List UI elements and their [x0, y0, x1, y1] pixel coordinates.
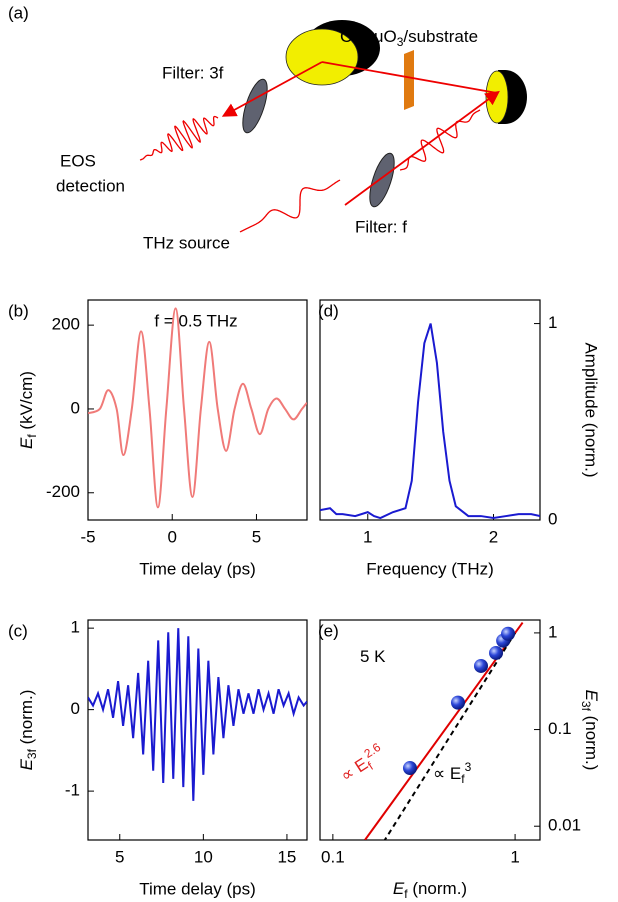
x-tick-label: 0: [167, 527, 176, 546]
y-axis-label-rest: (norm.): [17, 690, 36, 750]
sample: [404, 50, 414, 110]
panel-label: (c): [8, 621, 28, 640]
data-point: [489, 645, 504, 660]
data-line: [383, 632, 516, 840]
x-tick-label: 10: [194, 847, 213, 866]
y-axis-label-rest: (norm.): [582, 711, 601, 771]
annotation: 5 K: [360, 647, 386, 666]
annotation-sup: 3: [465, 760, 472, 774]
filter-label: Filter: 3f: [162, 63, 224, 82]
x-axis-label-rest: (norm.): [408, 879, 468, 898]
pulse: [399, 109, 481, 171]
y-tick-label: -200: [46, 482, 80, 501]
x-axis-label-text: E: [393, 879, 405, 898]
annotation-text: 5 K: [360, 647, 386, 666]
plot-frame: [87, 299, 308, 521]
panel-label: (e): [318, 621, 339, 640]
source-label: THz source: [143, 233, 230, 252]
mirror: [485, 70, 509, 124]
data-line: [88, 307, 307, 509]
filter-label: Filter: f: [355, 217, 407, 236]
panel-label: (b): [8, 301, 29, 320]
y-tick-label: 1: [548, 622, 557, 641]
x-tick-label: 1: [363, 527, 372, 546]
beam: [344, 90, 500, 206]
x-tick-label: -5: [80, 527, 95, 546]
x-axis-label: Ef (norm.): [393, 879, 467, 901]
schematic: (a) Filter: 3f CaRuO3/substrate EOS dete…: [8, 3, 527, 252]
x-axis-label: Frequency (THz): [366, 559, 494, 578]
panel-label: (d): [318, 301, 339, 320]
annotation-sub: f: [461, 772, 465, 786]
panel-label: (a): [8, 3, 29, 22]
beam: [321, 61, 498, 94]
plot-frame: [87, 619, 308, 841]
y-axis-label-text: E: [17, 758, 36, 770]
annotation: f = 0.5 THz: [154, 311, 237, 330]
plot-frame: [319, 299, 541, 521]
pulse: [139, 115, 219, 161]
x-axis-label-sub: f: [404, 887, 408, 901]
eos-label: detection: [56, 176, 125, 195]
x-tick-label: 15: [277, 847, 296, 866]
annotation-sup: 2.6: [362, 740, 384, 761]
data-line: [320, 323, 540, 520]
y-axis-label-sub: 3f: [25, 748, 39, 759]
y-tick-label: 1: [71, 618, 80, 637]
x-tick-label: 5: [252, 527, 261, 546]
x-axis-label: Time delay (ps): [139, 879, 256, 898]
y-axis-label-text: E: [582, 690, 601, 702]
x-axis-label: Time delay (ps): [139, 559, 256, 578]
label-main: CaRuO: [340, 27, 397, 46]
x-tick-label: 0.1: [321, 847, 345, 866]
x-tick-label: 5: [115, 847, 124, 866]
y-axis-label-text: E: [17, 437, 36, 449]
annotation-sub: f: [365, 759, 376, 773]
data-point: [501, 626, 516, 641]
x-tick-label: 1: [510, 847, 519, 866]
beam: [221, 61, 323, 117]
x-tick-label: 2: [489, 527, 498, 546]
annotation-text: ∝ E: [433, 764, 461, 783]
y-axis-label-rest: (kV/cm): [17, 371, 36, 434]
data-point: [450, 695, 465, 710]
y-tick-label: 0.01: [548, 816, 581, 835]
y-tick-label: 0: [71, 699, 80, 718]
label-rest: /substrate: [403, 27, 478, 46]
data-point: [402, 761, 417, 776]
y-tick-label: 0.1: [548, 719, 572, 738]
annotation: ∝ Ef2.6: [335, 740, 390, 788]
label-sub: 3: [397, 35, 404, 49]
y-axis-label: E3f (norm.): [579, 690, 601, 771]
y-axis-label: Amplitude (norm.): [582, 342, 601, 477]
eos-label: EOS: [60, 151, 96, 170]
plot-frame: [319, 619, 541, 841]
plot-area: [88, 307, 307, 509]
y-axis-label: Ef (kV/cm): [17, 371, 39, 449]
data-line: [88, 628, 307, 801]
data-point: [473, 658, 488, 673]
plot-area: [88, 628, 307, 801]
y-tick-label: -1: [65, 781, 80, 800]
y-axis-label: E3f (norm.): [17, 690, 39, 771]
y-tick-label: 200: [52, 315, 80, 334]
sample-label: CaRuO3/substrate: [340, 27, 478, 49]
plot-area: [320, 323, 540, 520]
y-axis-label-sub: 3f: [579, 701, 593, 712]
filter: [369, 152, 395, 208]
pulse: [239, 179, 341, 233]
annotation: ∝ Ef3: [433, 760, 472, 786]
y-tick-label: 0: [548, 509, 557, 528]
y-axis-label-sub: f: [25, 434, 39, 438]
y-tick-label: 1: [548, 313, 557, 332]
y-tick-label: 0: [71, 398, 80, 417]
